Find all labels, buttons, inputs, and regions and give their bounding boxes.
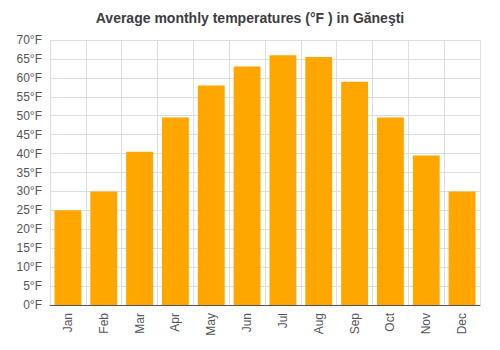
svg-text:35°F: 35°F [17,166,42,180]
svg-text:0°F: 0°F [23,298,42,312]
svg-text:Dec: Dec [455,313,469,334]
svg-text:Feb: Feb [97,313,111,334]
svg-text:70°F: 70°F [17,33,42,47]
svg-text:15°F: 15°F [17,241,42,255]
svg-text:30°F: 30°F [17,184,42,198]
svg-text:Sep: Sep [348,313,362,335]
svg-text:Average monthly temperatures (: Average monthly temperatures (°F ) in Gă… [96,10,405,26]
svg-text:65°F: 65°F [17,52,42,66]
svg-text:55°F: 55°F [17,90,42,104]
svg-text:40°F: 40°F [17,147,42,161]
svg-text:50°F: 50°F [17,109,42,123]
svg-text:Jan: Jan [61,313,75,332]
svg-text:Aug: Aug [312,313,326,334]
svg-text:Nov: Nov [419,313,433,334]
svg-text:20°F: 20°F [17,222,42,236]
svg-text:Jul: Jul [276,313,290,328]
svg-text:60°F: 60°F [17,71,42,85]
svg-text:45°F: 45°F [17,128,42,142]
svg-text:Mar: Mar [133,313,147,334]
svg-text:Apr: Apr [168,313,182,332]
svg-text:10°F: 10°F [17,260,42,274]
svg-text:Oct: Oct [383,312,397,331]
svg-text:Jun: Jun [240,313,254,332]
svg-text:25°F: 25°F [17,203,42,217]
svg-text:5°F: 5°F [23,279,42,293]
svg-text:May: May [204,313,218,336]
